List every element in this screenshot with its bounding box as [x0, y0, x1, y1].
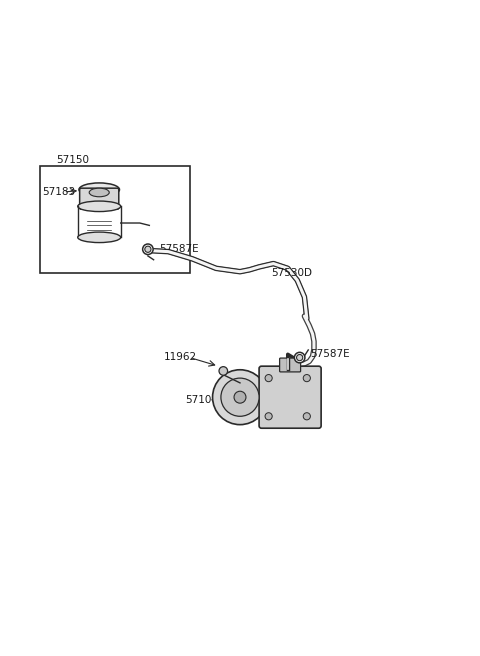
- Text: 57150: 57150: [56, 155, 89, 165]
- Ellipse shape: [89, 188, 109, 197]
- Text: 57530D: 57530D: [271, 268, 312, 278]
- Ellipse shape: [145, 246, 151, 253]
- Ellipse shape: [265, 413, 272, 420]
- Ellipse shape: [303, 375, 311, 382]
- Text: 11962: 11962: [164, 352, 197, 361]
- Ellipse shape: [234, 391, 246, 403]
- FancyBboxPatch shape: [80, 188, 119, 209]
- Text: 57587E: 57587E: [159, 244, 199, 255]
- Ellipse shape: [219, 367, 228, 375]
- Ellipse shape: [221, 378, 259, 417]
- Ellipse shape: [78, 201, 120, 211]
- Text: 57100: 57100: [185, 394, 218, 405]
- Ellipse shape: [294, 352, 305, 363]
- FancyBboxPatch shape: [280, 358, 300, 372]
- Ellipse shape: [143, 244, 153, 255]
- Ellipse shape: [78, 232, 120, 243]
- Text: 57587E: 57587E: [311, 349, 350, 359]
- Bar: [39, 166, 190, 273]
- Ellipse shape: [303, 413, 311, 420]
- Text: 57183: 57183: [42, 187, 75, 197]
- Ellipse shape: [297, 354, 303, 361]
- Ellipse shape: [79, 183, 120, 196]
- Ellipse shape: [265, 375, 272, 382]
- Ellipse shape: [213, 370, 267, 424]
- FancyBboxPatch shape: [259, 366, 321, 428]
